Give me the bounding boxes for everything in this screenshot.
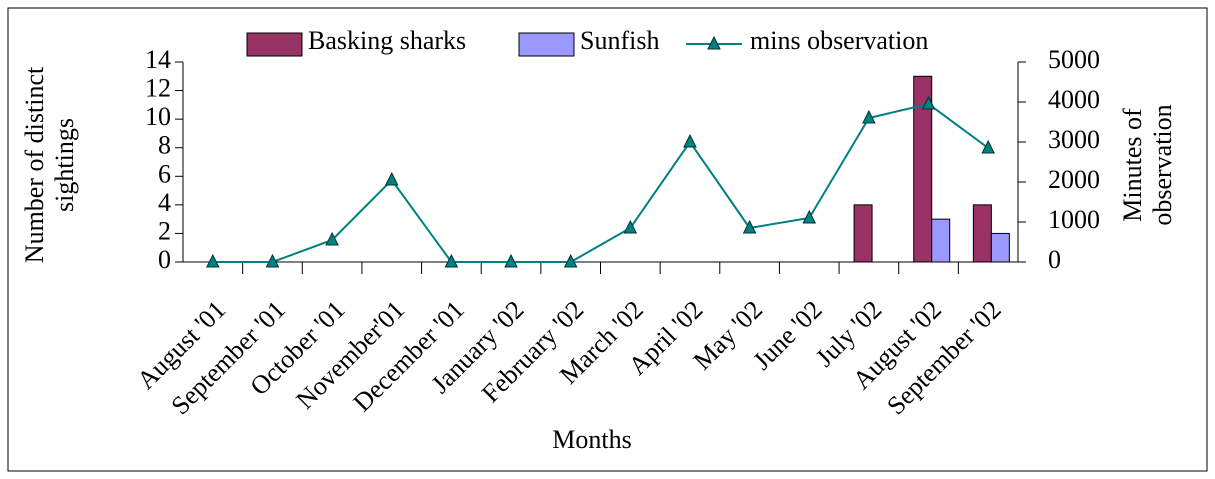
y2-tick-label: 2000 [1048,165,1100,194]
y-tick-label: 14 [145,45,171,74]
marker [862,109,876,124]
y2-tick-label: 5000 [1048,45,1100,74]
marker [504,253,518,268]
bar [972,204,992,263]
y2-axis-label-line: Minutes of [1118,108,1147,222]
y2-tick-label: 4000 [1048,85,1100,114]
marker [683,133,697,148]
y-tick-label: 8 [158,131,171,160]
legend-label: mins observation [750,26,928,55]
y2-tick-label: 0 [1048,245,1061,274]
y-axis-label-line: sightings [50,118,79,212]
marker [623,219,638,234]
y-axis-label: Number of distinctsightings [20,66,79,263]
y-axis-label-line: Number of distinct [20,66,49,263]
y-tick-label: 2 [158,216,171,245]
line [212,102,989,263]
bar [913,75,933,263]
legend-swatch [518,32,575,57]
x-axis-label: Months [552,425,631,454]
y-tick-label: 6 [158,159,171,188]
legend-label: Sunfish [580,26,659,55]
bar [853,204,873,263]
y2-axis-label: Minutes ofobservation [1118,104,1177,225]
marker [921,95,936,110]
marker [206,253,220,268]
legend-swatch [246,32,303,57]
bar [931,218,951,263]
legend-marker [707,35,721,50]
y-tick-label: 10 [145,102,171,131]
marker [981,139,995,154]
marker [444,253,459,268]
y2-axis-label-line: observation [1148,104,1177,225]
y-tick-label: 12 [145,74,171,103]
marker [742,219,757,234]
bar [990,232,1010,263]
legend-label: Basking sharks [308,26,466,55]
marker [384,171,399,186]
marker [265,253,280,268]
y2-tick-label: 3000 [1048,125,1100,154]
marker [563,253,578,268]
marker [325,231,339,246]
marker [802,209,817,224]
y-tick-label: 4 [158,188,171,217]
y-tick-label: 0 [158,245,171,274]
y2-tick-label: 1000 [1048,205,1100,234]
